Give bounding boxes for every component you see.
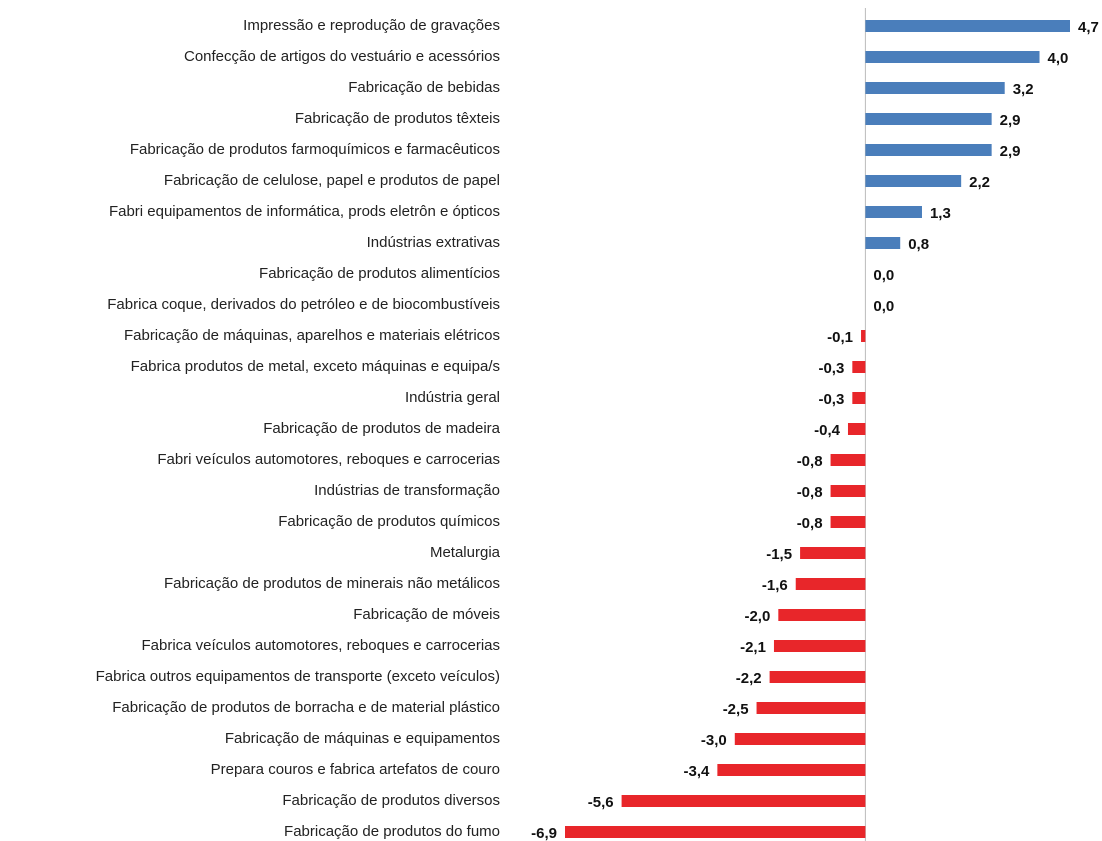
value-label: 2,2 [969,174,990,191]
category-label: Fabricação de produtos químicos [278,513,500,530]
category-label: Fabri equipamentos de informática, prods… [109,203,500,220]
category-label: Confecção de artigos do vestuário e aces… [184,48,500,65]
category-label: Fabricação de máquinas e equipamentos [225,730,500,747]
value-label: -0,8 [797,484,823,501]
category-label: Fabricação de produtos de minerais não m… [164,575,500,592]
category-label: Metalurgia [430,544,501,561]
bar [756,702,866,714]
bar [830,454,866,466]
bar [847,423,866,435]
value-label: -5,6 [588,794,614,811]
bar [861,330,866,342]
value-label: 3,2 [1013,81,1034,98]
bar [865,144,992,156]
value-label: 2,9 [1000,112,1021,129]
bar [865,113,992,125]
value-label: 2,9 [1000,143,1021,160]
bar [865,206,922,218]
category-label: Indústrias de transformação [314,482,500,499]
bar [621,795,866,807]
bar [852,361,866,373]
category-label: Fabricação de bebidas [348,79,500,96]
value-label: -3,0 [701,732,727,749]
value-label: -2,1 [740,639,766,656]
category-label: Fabricação de máquinas, aparelhos e mate… [124,327,500,344]
bar [769,671,866,683]
bar [773,640,866,652]
bar [795,578,866,590]
bar [865,175,962,187]
value-label: -0,3 [818,360,844,377]
value-label: 0,0 [873,298,894,315]
value-label: -6,9 [531,825,557,841]
value-label: -0,8 [797,453,823,470]
bar [830,485,866,497]
category-label: Fabricação de produtos farmoquímicos e f… [130,141,500,158]
bar [565,826,866,838]
value-label: -1,6 [762,577,788,594]
bar [865,51,1040,63]
category-label: Impressão e reprodução de gravações [243,17,500,34]
value-label: -3,4 [684,763,711,780]
category-label: Fabricação de produtos do fumo [284,823,500,840]
bar [778,609,866,621]
category-label: Fabrica veículos automotores, reboques e… [141,637,500,654]
value-label: -2,5 [723,701,749,718]
value-label: -1,5 [766,546,792,563]
category-label: Fabrica produtos de metal, exceto máquin… [131,358,500,375]
category-label: Fabricação de produtos de borracha e de … [112,699,500,716]
value-label: 4,7 [1078,19,1099,36]
category-label: Indústrias extrativas [367,234,500,251]
value-label: -0,8 [797,515,823,532]
value-label: -0,4 [814,422,841,439]
category-label: Fabricação de produtos alimentícios [259,265,500,282]
category-label: Fabricação de produtos têxteis [295,110,500,127]
bar [717,764,866,776]
value-label: 0,8 [908,236,929,253]
bar [830,516,866,528]
value-label: -0,1 [827,329,853,346]
bar [852,392,866,404]
bar [865,82,1005,94]
value-label: 4,0 [1048,50,1069,67]
category-label: Indústria geral [405,389,500,406]
bar [800,547,866,559]
value-label: -2,2 [736,670,762,687]
category-label: Prepara couros e fabrica artefatos de co… [211,761,500,778]
value-label: -0,3 [818,391,844,408]
value-label: 0,0 [873,267,894,284]
value-label: -2,0 [744,608,770,625]
category-label: Fabricação de móveis [353,606,500,623]
category-label: Fabrica coque, derivados do petróleo e d… [107,296,500,313]
category-label: Fabricação de celulose, papel e produtos… [164,172,500,189]
category-label: Fabri veículos automotores, reboques e c… [157,451,500,468]
category-label: Fabrica outros equipamentos de transport… [96,668,500,685]
bar [865,237,901,249]
category-label: Fabricação de produtos de madeira [263,420,500,437]
bar [865,20,1070,32]
category-label: Fabricação de produtos diversos [282,792,500,809]
bar [734,733,866,745]
value-label: 1,3 [930,205,951,222]
